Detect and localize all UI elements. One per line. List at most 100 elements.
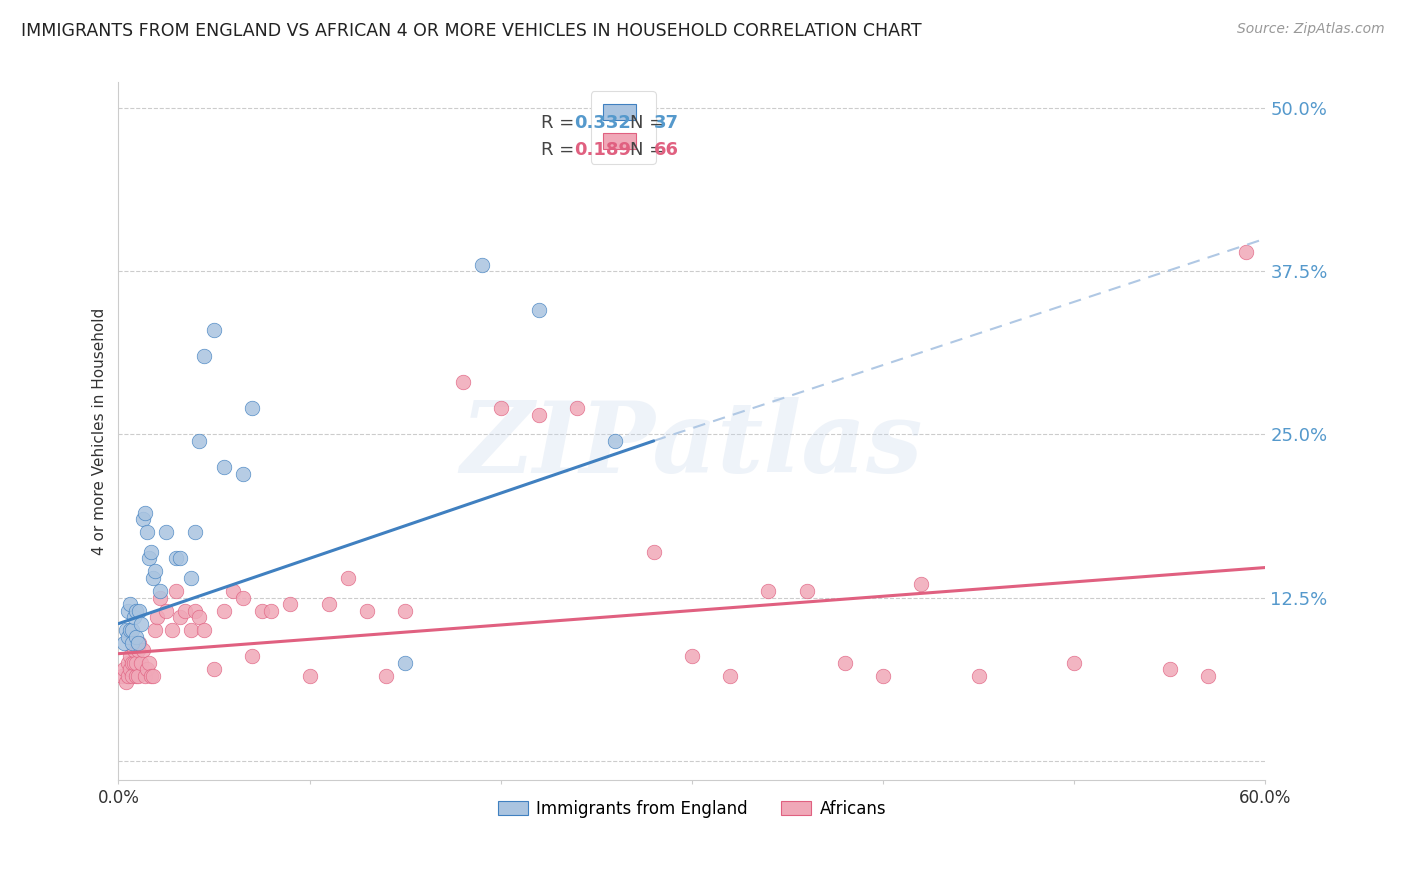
Point xyxy=(758,584,780,599)
Text: ZIPatlas: ZIPatlas xyxy=(461,397,924,493)
Point xyxy=(124,669,146,683)
Point xyxy=(193,623,215,637)
Point xyxy=(155,604,177,618)
Point xyxy=(134,669,156,683)
Point xyxy=(318,597,340,611)
Point xyxy=(1197,669,1219,683)
Point xyxy=(567,401,589,416)
Point xyxy=(471,258,494,272)
Y-axis label: 4 or more Vehicles in Household: 4 or more Vehicles in Household xyxy=(93,308,107,555)
Point xyxy=(232,467,254,481)
Point xyxy=(1234,244,1257,259)
Point xyxy=(527,408,550,422)
Text: R =: R = xyxy=(541,114,581,132)
Point xyxy=(336,571,359,585)
Point xyxy=(681,649,703,664)
Point xyxy=(131,656,153,670)
Point xyxy=(121,623,143,637)
Point xyxy=(232,591,254,605)
Point xyxy=(184,525,207,540)
Point xyxy=(118,662,141,676)
Point xyxy=(112,662,135,676)
Point xyxy=(796,584,818,599)
Point xyxy=(124,604,146,618)
Point xyxy=(143,565,166,579)
Point xyxy=(202,662,225,676)
Text: 0.332: 0.332 xyxy=(574,114,630,132)
Point xyxy=(117,630,139,644)
Point xyxy=(298,669,321,683)
Point xyxy=(643,545,665,559)
Point xyxy=(1159,662,1181,676)
Point xyxy=(132,642,155,657)
Text: 66: 66 xyxy=(654,141,679,159)
Point xyxy=(145,610,167,624)
Point xyxy=(1063,656,1085,670)
Point xyxy=(118,597,141,611)
Point xyxy=(143,623,166,637)
Point xyxy=(394,656,416,670)
Point xyxy=(187,434,209,448)
Point xyxy=(187,610,209,624)
Point xyxy=(121,656,143,670)
Point xyxy=(115,675,138,690)
Point xyxy=(212,604,235,618)
Point xyxy=(165,551,187,566)
Point xyxy=(136,662,159,676)
Point xyxy=(134,506,156,520)
Point xyxy=(128,604,150,618)
Point xyxy=(132,512,155,526)
Point xyxy=(169,610,191,624)
Point xyxy=(180,571,202,585)
Legend: Immigrants from England, Africans: Immigrants from England, Africans xyxy=(491,793,893,824)
Point xyxy=(127,636,149,650)
Point xyxy=(121,669,143,683)
Point xyxy=(155,525,177,540)
Point xyxy=(127,642,149,657)
Point xyxy=(138,656,160,670)
Point xyxy=(260,604,283,618)
Point xyxy=(174,604,197,618)
Point xyxy=(131,616,153,631)
Point xyxy=(356,604,378,618)
Point xyxy=(117,604,139,618)
Point xyxy=(122,642,145,657)
Point xyxy=(139,545,162,559)
Point xyxy=(193,349,215,363)
Point xyxy=(222,584,245,599)
Point xyxy=(121,636,143,650)
Point xyxy=(122,610,145,624)
Point xyxy=(910,577,932,591)
Point xyxy=(394,604,416,618)
Point xyxy=(489,401,512,416)
Text: 0.189: 0.189 xyxy=(574,141,631,159)
Point xyxy=(117,656,139,670)
Point xyxy=(180,623,202,637)
Point xyxy=(139,669,162,683)
Point xyxy=(834,656,856,670)
Point xyxy=(967,669,990,683)
Text: N =: N = xyxy=(630,141,669,159)
Point xyxy=(142,571,165,585)
Point xyxy=(136,525,159,540)
Point xyxy=(165,584,187,599)
Text: N =: N = xyxy=(630,114,669,132)
Text: Source: ZipAtlas.com: Source: ZipAtlas.com xyxy=(1237,22,1385,37)
Point xyxy=(605,434,627,448)
Point xyxy=(280,597,302,611)
Point xyxy=(212,460,235,475)
Point xyxy=(127,669,149,683)
Point xyxy=(111,669,134,683)
Point xyxy=(527,303,550,318)
Point xyxy=(149,584,172,599)
Point xyxy=(160,623,183,637)
Point xyxy=(375,669,398,683)
Point xyxy=(124,656,146,670)
Point xyxy=(118,623,141,637)
Point xyxy=(250,604,273,618)
Point xyxy=(122,656,145,670)
Point xyxy=(149,591,172,605)
Point xyxy=(128,636,150,650)
Point xyxy=(169,551,191,566)
Text: 37: 37 xyxy=(654,114,679,132)
